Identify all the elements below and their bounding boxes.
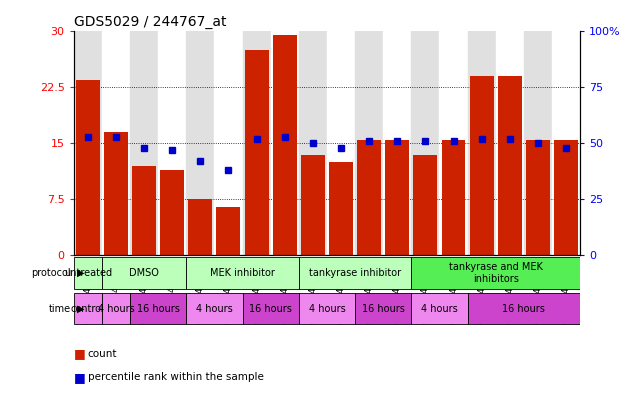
Bar — [498, 76, 522, 255]
Bar — [301, 155, 325, 255]
Text: ▶: ▶ — [77, 303, 85, 314]
Text: 16 hours: 16 hours — [503, 303, 545, 314]
Bar — [383, 31, 412, 255]
Bar — [442, 140, 465, 255]
Bar — [74, 292, 102, 325]
Text: 4 hours: 4 hours — [196, 303, 233, 314]
Bar — [104, 132, 128, 255]
Bar — [158, 31, 187, 255]
Bar — [327, 31, 355, 255]
Bar — [495, 31, 524, 255]
Bar — [413, 155, 437, 255]
Bar — [187, 257, 299, 289]
Text: time: time — [48, 303, 71, 314]
Bar — [132, 166, 156, 255]
Bar — [214, 31, 242, 255]
Bar — [385, 140, 409, 255]
Bar — [412, 292, 467, 325]
Bar — [245, 50, 269, 255]
Bar — [273, 35, 297, 255]
Bar — [412, 257, 580, 289]
Text: MEK inhibitor: MEK inhibitor — [210, 268, 275, 278]
Bar — [242, 292, 299, 325]
Text: 4 hours: 4 hours — [308, 303, 345, 314]
Bar — [217, 207, 240, 255]
Text: untreated: untreated — [63, 268, 112, 278]
Text: percentile rank within the sample: percentile rank within the sample — [88, 372, 263, 382]
Bar — [102, 31, 130, 255]
Text: DMSO: DMSO — [129, 268, 159, 278]
Bar — [299, 257, 412, 289]
Bar — [188, 200, 212, 255]
Text: control: control — [71, 303, 104, 314]
Text: tankyrase inhibitor: tankyrase inhibitor — [309, 268, 401, 278]
Bar — [299, 292, 355, 325]
Bar — [467, 292, 580, 325]
Text: 16 hours: 16 hours — [249, 303, 292, 314]
Bar — [102, 292, 130, 325]
Text: 4 hours: 4 hours — [421, 303, 458, 314]
Bar — [187, 292, 242, 325]
Bar — [526, 140, 550, 255]
Bar — [130, 31, 158, 255]
Text: GDS5029 / 244767_at: GDS5029 / 244767_at — [74, 15, 226, 29]
Bar — [160, 170, 184, 255]
Bar — [470, 76, 494, 255]
Bar — [187, 31, 214, 255]
Bar — [524, 31, 552, 255]
Text: ▶: ▶ — [77, 268, 85, 278]
Bar — [552, 31, 580, 255]
Bar — [130, 292, 187, 325]
Bar — [299, 31, 327, 255]
Text: 16 hours: 16 hours — [362, 303, 404, 314]
Bar — [440, 31, 467, 255]
Bar — [329, 162, 353, 255]
Bar — [355, 31, 383, 255]
Bar — [102, 257, 187, 289]
Bar — [355, 292, 412, 325]
Text: ■: ■ — [74, 371, 85, 384]
Bar — [357, 140, 381, 255]
Text: count: count — [88, 349, 117, 359]
Text: ■: ■ — [74, 347, 85, 360]
Bar — [271, 31, 299, 255]
Text: 4 hours: 4 hours — [97, 303, 134, 314]
Bar — [412, 31, 440, 255]
Bar — [76, 80, 100, 255]
Bar — [242, 31, 271, 255]
Bar — [554, 140, 578, 255]
Bar — [74, 31, 102, 255]
Text: 16 hours: 16 hours — [137, 303, 179, 314]
Text: tankyrase and MEK
inhibitors: tankyrase and MEK inhibitors — [449, 263, 543, 284]
Bar — [467, 31, 495, 255]
Bar — [74, 257, 102, 289]
Text: protocol: protocol — [31, 268, 71, 278]
